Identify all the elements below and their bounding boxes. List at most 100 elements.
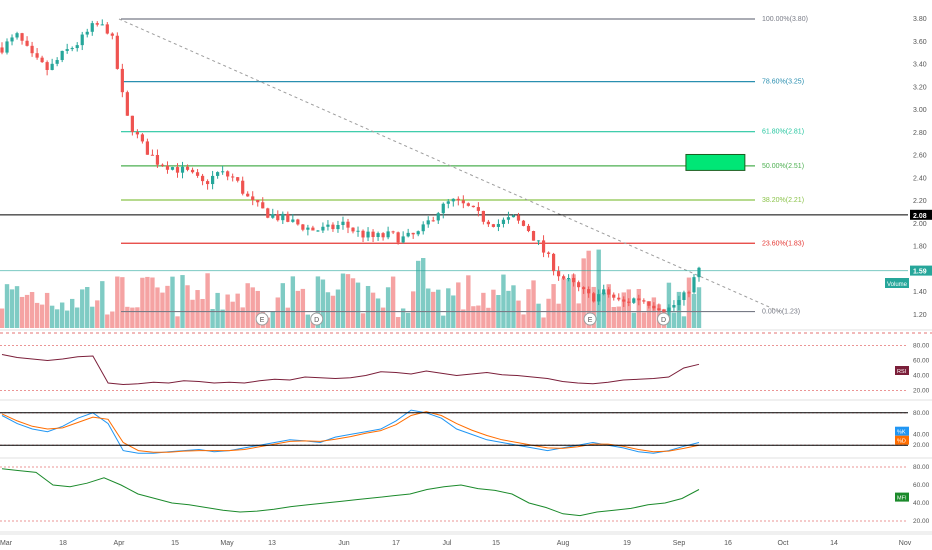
volume-bar (506, 290, 511, 328)
volume-bar (360, 313, 366, 328)
volume-bar (230, 301, 235, 328)
candle-body (506, 217, 511, 220)
candle-body (476, 207, 480, 211)
volume-bar (85, 286, 90, 328)
candle-body (411, 232, 415, 235)
volume-bar (270, 311, 275, 328)
price-tick-label: 1.80 (913, 244, 927, 251)
volume-bar (320, 279, 326, 328)
indicator-line (1, 354, 700, 386)
event-marker[interactable] (255, 312, 269, 326)
candle-body (682, 292, 686, 301)
volume-bar (626, 289, 631, 328)
trendline[interactable] (118, 18, 780, 313)
candle-body (276, 214, 280, 221)
volume-bar (686, 277, 692, 328)
volume-bar (596, 249, 601, 328)
volume-bar (265, 317, 270, 328)
candle-body (15, 33, 19, 38)
candle-body (65, 49, 69, 51)
candle-body (516, 215, 521, 221)
candle-body (316, 230, 320, 232)
candle-body (55, 60, 59, 64)
candle-body (562, 276, 566, 279)
time-tick-label: Sep (673, 540, 686, 547)
volume-bar (631, 312, 637, 328)
annotation-box[interactable] (685, 153, 746, 171)
candle-body (526, 225, 531, 232)
candle-body (471, 205, 475, 208)
time-tick-label: Apr (114, 540, 126, 547)
volume-bar (641, 312, 647, 328)
event-marker[interactable] (310, 312, 324, 326)
volume-bar (24, 294, 30, 328)
candle-body (351, 227, 355, 232)
volume-bar (405, 312, 411, 328)
volume-bar (436, 289, 441, 328)
volume-bar (561, 278, 566, 328)
candle-body (697, 267, 701, 278)
volume-tag: Volume (887, 282, 908, 288)
candle-body (256, 199, 260, 203)
volume-bar (400, 308, 406, 328)
candle-body (612, 294, 616, 298)
price-tick-label: 3.80 (913, 16, 927, 23)
volume-bar (636, 289, 642, 328)
volume-bar (100, 281, 105, 328)
volume-bar (456, 282, 461, 328)
candle-body (331, 224, 335, 230)
candle-body (577, 282, 581, 288)
volume-bar (19, 296, 25, 328)
candle-body (617, 297, 621, 300)
event-marker[interactable] (583, 312, 597, 326)
volume-bar (185, 285, 190, 328)
candle-body (647, 301, 651, 306)
event-marker[interactable] (657, 312, 671, 326)
candle-body (687, 292, 691, 294)
candle-body (657, 308, 661, 311)
time-tick-label: Nov (899, 540, 912, 547)
volume-bar (531, 280, 536, 328)
candle-body (80, 34, 84, 46)
indicator-line (1, 468, 700, 517)
volume-bar (180, 275, 185, 328)
time-tick-label: 14 (830, 540, 838, 547)
volume-bar (441, 315, 446, 328)
candle-body (637, 298, 641, 301)
candle-body (456, 198, 460, 201)
volume-bar (395, 317, 401, 328)
price-tick-label: 3.00 (913, 107, 927, 114)
volume-bar (431, 291, 436, 328)
indicator-tag-bg (895, 492, 909, 502)
volume-bar (150, 277, 155, 328)
candle-body (266, 208, 270, 218)
candle-body (321, 226, 325, 231)
volume-bar (80, 289, 85, 328)
volume-bar (130, 307, 135, 328)
volume-bar (446, 288, 451, 328)
volume-bar (64, 310, 70, 328)
candle-body (231, 176, 235, 178)
candle-body (130, 115, 134, 132)
volume-bar (606, 284, 611, 328)
candle-body (496, 223, 501, 227)
candle-body (491, 224, 496, 227)
volume-bar (90, 306, 95, 328)
candle-body (431, 220, 435, 222)
candle-body (185, 166, 190, 170)
volume-bar (170, 276, 175, 328)
volume-bar (566, 278, 571, 328)
volume-bar (54, 309, 60, 328)
indicator-tick-label: 20.00 (913, 388, 930, 395)
candle-body (592, 293, 596, 302)
volume-bar (280, 283, 286, 328)
price-tick-label: 2.00 (913, 221, 927, 228)
indicator-tick-label: 60.00 (913, 358, 930, 365)
candle-body (165, 165, 170, 170)
volume-bar (481, 292, 486, 328)
volume-bar (651, 297, 657, 328)
candle-body (602, 289, 606, 295)
volume-bar (380, 307, 386, 328)
volume-bar (125, 306, 130, 328)
